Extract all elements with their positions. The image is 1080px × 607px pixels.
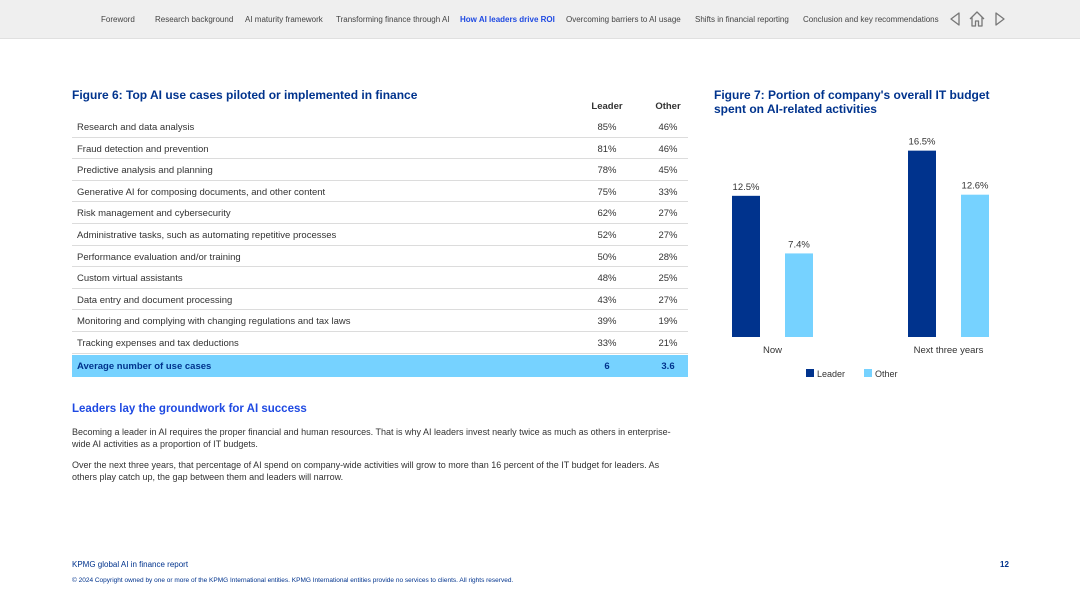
- leader-value: 81%: [597, 143, 617, 155]
- row-label: Administrative tasks, such as automating…: [77, 230, 337, 241]
- previous-arrow-icon[interactable]: [946, 10, 964, 28]
- bar-value-label: 16.5%: [909, 137, 936, 148]
- x-axis-category-label: Next three years: [914, 345, 984, 356]
- row-label: Tracking expenses and tax deductions: [77, 338, 239, 349]
- table-row: Data entry and document processing 43% 2…: [72, 289, 688, 311]
- other-value: 46%: [658, 122, 678, 133]
- column-header-other: Other: [655, 101, 681, 112]
- table-row: Performance evaluation and/or training 5…: [72, 246, 688, 268]
- other-value: 21%: [658, 338, 678, 349]
- leader-value: 75%: [597, 186, 617, 198]
- bar-value-label: 12.5%: [733, 182, 760, 193]
- row-label: Data entry and document processing: [77, 294, 233, 306]
- paragraph-2: Over the next three years, that percenta…: [72, 460, 660, 482]
- other-value: 27%: [658, 230, 678, 241]
- nav-item-shifts-financial-reporting[interactable]: Shifts in financial reporting: [695, 15, 789, 24]
- bar-other-next-three-years: [961, 194, 989, 337]
- table-row: Fraud detection and prevention 81% 46%: [72, 138, 688, 160]
- bar-leader-next-three-years: [908, 150, 936, 337]
- other-value: 28%: [658, 251, 678, 263]
- copyright-notice: © 2024 Copyright owned by one or more of…: [72, 577, 514, 584]
- leader-value: 39%: [597, 316, 617, 328]
- leader-value: 85%: [597, 122, 617, 133]
- leader-value: 62%: [597, 208, 617, 220]
- figure-7-title-line-2: spent on AI-related activities: [714, 102, 877, 116]
- total-other-value: 3.6: [661, 361, 675, 372]
- legend-swatch-other: [864, 369, 872, 377]
- leader-value: 52%: [597, 230, 617, 241]
- other-value: 19%: [658, 316, 678, 328]
- nav-item-foreword[interactable]: Foreword: [101, 15, 135, 24]
- row-label: Monitoring and complying with changing r…: [77, 316, 351, 328]
- leader-value: 43%: [597, 294, 617, 306]
- it-budget-bar-chart: 12.5% 7.4% Now 16.5% 12.6% Next three years Le…: [732, 137, 989, 379]
- other-value: 33%: [658, 186, 678, 198]
- table-row: Research and data analysis 85% 46%: [72, 116, 688, 138]
- leader-value: 50%: [597, 251, 617, 263]
- nav-item-ai-leaders-roi[interactable]: How AI leaders drive ROI: [460, 15, 555, 24]
- row-label: Custom virtual assistants: [77, 273, 183, 285]
- leader-value: 48%: [597, 273, 617, 285]
- row-label: Predictive analysis and planning: [77, 165, 213, 177]
- bar-value-label: 7.4%: [788, 239, 810, 250]
- bar-value-label: 12.6%: [962, 181, 989, 192]
- row-label: Risk management and cybersecurity: [77, 208, 231, 220]
- row-label: Performance evaluation and/or training: [77, 251, 241, 263]
- nav-item-ai-maturity-framework[interactable]: AI maturity framework: [245, 15, 323, 24]
- nav-item-conclusion[interactable]: Conclusion and key recommendations: [803, 15, 939, 24]
- other-value: 27%: [658, 294, 678, 306]
- figure-7-title-line-1: Figure 7: Portion of company's overall I…: [714, 88, 990, 102]
- top-navigation: Foreword Research background AI maturity…: [0, 0, 1080, 39]
- row-label: Fraud detection and prevention: [77, 143, 209, 155]
- home-icon[interactable]: [967, 9, 987, 29]
- figure-7-title: Figure 7: Portion of company's overall I…: [714, 88, 990, 116]
- paragraph-1: Becoming a leader in AI requires the pro…: [72, 427, 671, 449]
- row-label: Generative AI for composing documents, a…: [77, 186, 326, 198]
- table-row: Generative AI for composing documents, a…: [72, 181, 688, 203]
- row-label: Research and data analysis: [77, 122, 195, 133]
- section-heading: Leaders lay the groundwork for AI succes…: [72, 403, 307, 415]
- legend-swatch-leader: [806, 369, 814, 377]
- x-axis-category-label: Now: [763, 345, 782, 356]
- other-value: 25%: [658, 273, 678, 285]
- bar-other-now: [785, 253, 813, 337]
- total-leader-value: 6: [604, 361, 610, 372]
- leader-value: 78%: [597, 165, 617, 177]
- bar-leader-now: [732, 195, 760, 337]
- page-number: 12: [1000, 560, 1009, 569]
- nav-item-transforming-finance[interactable]: Transforming finance through AI: [336, 15, 450, 24]
- table-row: Risk management and cybersecurity 62% 27…: [72, 202, 688, 224]
- next-arrow-icon[interactable]: [991, 10, 1009, 28]
- figure-6-title: Figure 6: Top AI use cases piloted or im…: [72, 88, 418, 102]
- table-row: Monitoring and complying with changing r…: [72, 310, 688, 332]
- total-label: Average number of use cases: [77, 361, 212, 372]
- table-row: Tracking expenses and tax deductions 33%…: [72, 332, 688, 354]
- legend-label-other: Other: [875, 369, 898, 379]
- table-row: Administrative tasks, such as automating…: [72, 224, 688, 246]
- table-row: Custom virtual assistants 48% 25%: [72, 267, 688, 289]
- other-value: 46%: [658, 143, 678, 155]
- other-value: 27%: [658, 208, 678, 220]
- legend-label-leader: Leader: [817, 369, 845, 379]
- other-value: 45%: [658, 165, 678, 177]
- table-total-row: Average number of use cases 6 3.6: [72, 355, 688, 377]
- table-row: Predictive analysis and planning 78% 45%: [72, 159, 688, 181]
- leader-value: 33%: [597, 338, 617, 349]
- nav-item-research-background[interactable]: Research background: [155, 15, 234, 24]
- column-header-leader: Leader: [591, 101, 623, 112]
- footer-report-title: KPMG global AI in finance report: [72, 560, 189, 569]
- nav-item-overcoming-barriers[interactable]: Overcoming barriers to AI usage: [566, 15, 681, 24]
